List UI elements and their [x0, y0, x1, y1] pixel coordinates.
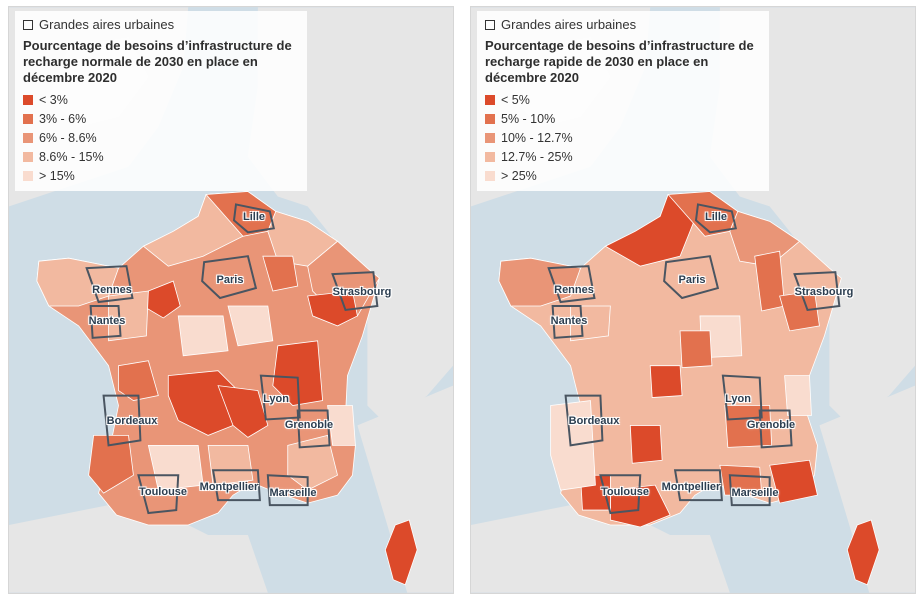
legend-label: 12.7% - 25% — [501, 149, 573, 164]
legend-item: 5% - 10% — [485, 109, 761, 128]
legend-swatch — [485, 94, 495, 105]
legend-label: < 5% — [501, 92, 530, 107]
city-label-lyon[interactable]: Lyon — [263, 393, 289, 405]
legend-swatch — [23, 170, 33, 181]
map-legend: Grandes aires urbaines Pourcentage de be… — [15, 11, 307, 191]
city-label-grenoble[interactable]: Grenoble — [746, 419, 796, 431]
legend-item: 3% - 6% — [23, 109, 299, 128]
city-label-nantes[interactable]: Nantes — [550, 315, 588, 327]
city-label-rennes[interactable]: Rennes — [92, 284, 132, 296]
urban-areas-toggle[interactable]: Grandes aires urbaines — [485, 17, 761, 32]
france-map — [36, 191, 380, 526]
city-label-lyon[interactable]: Lyon — [725, 393, 751, 405]
legend-label: 10% - 12.7% — [501, 130, 573, 145]
legend-swatch — [23, 132, 33, 143]
legend-swatch — [23, 151, 33, 162]
city-label-paris[interactable]: Paris — [678, 274, 706, 286]
legend-item: > 15% — [23, 166, 299, 185]
city-label-strasbourg[interactable]: Strasbourg — [332, 286, 392, 298]
city-label-bordeaux[interactable]: Bordeaux — [106, 415, 158, 427]
corsica — [846, 519, 880, 586]
city-label-paris[interactable]: Paris — [216, 274, 244, 286]
urban-areas — [547, 203, 841, 515]
toggle-label: Grandes aires urbaines — [501, 17, 637, 32]
map-panel-rapid[interactable]: Grandes aires urbaines Pourcentage de be… — [470, 6, 916, 594]
checkbox-icon[interactable] — [23, 19, 33, 30]
legend-item: 10% - 12.7% — [485, 128, 761, 147]
city-label-montpellier[interactable]: Montpellier — [199, 481, 259, 493]
toggle-label: Grandes aires urbaines — [39, 17, 175, 32]
legend-label: 8.6% - 15% — [39, 149, 104, 164]
legend-swatch — [23, 113, 33, 124]
legend-item: > 25% — [485, 166, 761, 185]
legend-label: > 15% — [39, 168, 75, 183]
city-label-rennes[interactable]: Rennes — [554, 284, 594, 296]
legend-item: 6% - 8.6% — [23, 128, 299, 147]
urban-areas — [85, 203, 379, 515]
corsica — [384, 519, 418, 586]
legend-swatch — [485, 170, 495, 181]
legend-swatch — [23, 94, 33, 105]
map-legend: Grandes aires urbaines Pourcentage de be… — [477, 11, 769, 191]
legend-title: Pourcentage de besoins d’infrastructure … — [23, 38, 292, 85]
checkbox-icon[interactable] — [485, 19, 495, 30]
legend-label: 6% - 8.6% — [39, 130, 97, 145]
city-label-toulouse[interactable]: Toulouse — [600, 486, 650, 498]
legend-label: 3% - 6% — [39, 111, 87, 126]
legend-title: Pourcentage de besoins d’infrastructure … — [485, 38, 754, 85]
legend-label: < 3% — [39, 92, 68, 107]
city-label-lille[interactable]: Lille — [704, 211, 728, 223]
urban-areas-toggle[interactable]: Grandes aires urbaines — [23, 17, 299, 32]
legend-swatch — [485, 132, 495, 143]
legend-item: 12.7% - 25% — [485, 147, 761, 166]
city-label-marseille[interactable]: Marseille — [269, 487, 317, 499]
city-label-toulouse[interactable]: Toulouse — [138, 486, 188, 498]
legend-swatch — [485, 151, 495, 162]
city-label-nantes[interactable]: Nantes — [88, 315, 126, 327]
legend-item: < 3% — [23, 90, 299, 109]
legend-item: < 5% — [485, 90, 761, 109]
city-label-grenoble[interactable]: Grenoble — [284, 419, 334, 431]
legend-item: 8.6% - 15% — [23, 147, 299, 166]
city-label-bordeaux[interactable]: Bordeaux — [568, 415, 620, 427]
legend-label: 5% - 10% — [501, 111, 556, 126]
map-canvas[interactable] — [471, 7, 915, 593]
legend-swatch — [485, 113, 495, 124]
france-map — [498, 191, 842, 528]
legend-label: > 25% — [501, 168, 537, 183]
city-label-marseille[interactable]: Marseille — [731, 487, 779, 499]
city-label-lille[interactable]: Lille — [242, 211, 266, 223]
map-panel-normal[interactable]: Grandes aires urbaines Pourcentage de be… — [8, 6, 454, 594]
city-label-strasbourg[interactable]: Strasbourg — [794, 286, 854, 298]
map-canvas[interactable] — [9, 7, 453, 593]
city-label-montpellier[interactable]: Montpellier — [661, 481, 721, 493]
